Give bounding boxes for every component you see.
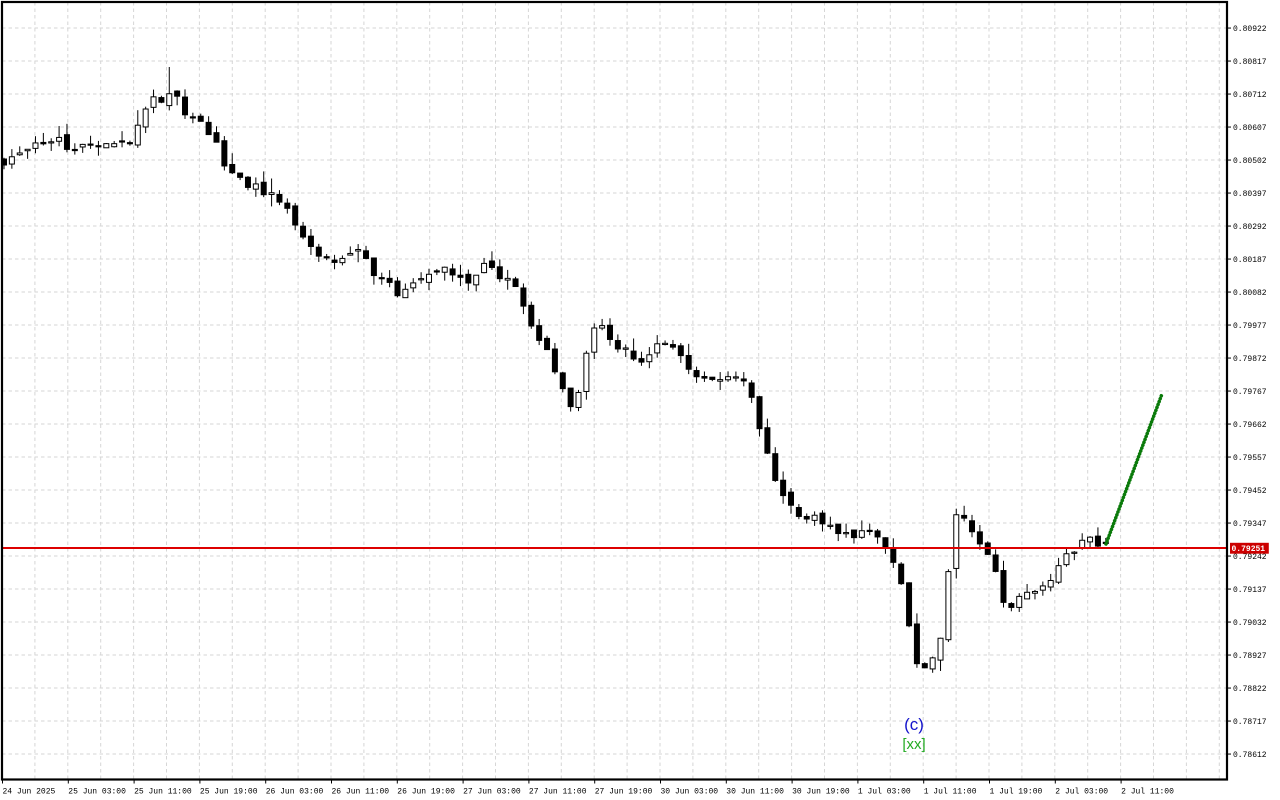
svg-text:27 Jun 03:00: 27 Jun 03:00 bbox=[463, 788, 521, 797]
svg-text:0.79662: 0.79662 bbox=[1233, 421, 1267, 430]
svg-text:0.79767: 0.79767 bbox=[1233, 388, 1267, 397]
svg-text:0.79242: 0.79242 bbox=[1233, 553, 1267, 562]
svg-text:0.78822: 0.78822 bbox=[1233, 685, 1267, 694]
svg-text:30 Jun 03:00: 30 Jun 03:00 bbox=[661, 788, 719, 797]
svg-text:0.79137: 0.79137 bbox=[1233, 586, 1267, 595]
svg-text:0.79872: 0.79872 bbox=[1233, 355, 1267, 364]
svg-text:0.79347: 0.79347 bbox=[1233, 520, 1267, 529]
svg-text:(c): (c) bbox=[904, 715, 924, 734]
svg-text:0.80397: 0.80397 bbox=[1233, 190, 1267, 199]
svg-text:0.80922: 0.80922 bbox=[1233, 25, 1267, 34]
svg-text:1 Jul 11:00: 1 Jul 11:00 bbox=[924, 788, 977, 797]
svg-text:25 Jun 19:00: 25 Jun 19:00 bbox=[200, 788, 258, 797]
svg-text:0.80292: 0.80292 bbox=[1233, 223, 1267, 232]
svg-text:27 Jun 11:00: 27 Jun 11:00 bbox=[529, 788, 587, 797]
svg-text:26 Jun 19:00: 26 Jun 19:00 bbox=[397, 788, 455, 797]
svg-text:0.80712: 0.80712 bbox=[1233, 91, 1267, 100]
svg-text:2 Jul 03:00: 2 Jul 03:00 bbox=[1055, 788, 1108, 797]
svg-text:0.78612: 0.78612 bbox=[1233, 751, 1267, 760]
svg-text:26 Jun 11:00: 26 Jun 11:00 bbox=[332, 788, 390, 797]
svg-text:1 Jul 19:00: 1 Jul 19:00 bbox=[990, 788, 1043, 797]
svg-text:0.80187: 0.80187 bbox=[1233, 256, 1267, 265]
svg-text:0.79032: 0.79032 bbox=[1233, 619, 1267, 628]
svg-text:30 Jun 19:00: 30 Jun 19:00 bbox=[792, 788, 850, 797]
svg-text:0.79557: 0.79557 bbox=[1233, 454, 1267, 463]
svg-text:30 Jun 11:00: 30 Jun 11:00 bbox=[726, 788, 784, 797]
svg-text:24 Jun 2025: 24 Jun 2025 bbox=[3, 788, 56, 797]
svg-text:0.80502: 0.80502 bbox=[1233, 157, 1267, 166]
svg-text:25 Jun 03:00: 25 Jun 03:00 bbox=[68, 788, 126, 797]
svg-text:0.79452: 0.79452 bbox=[1233, 487, 1267, 496]
svg-text:0.78717: 0.78717 bbox=[1233, 718, 1267, 727]
svg-text:27 Jun 19:00: 27 Jun 19:00 bbox=[595, 788, 653, 797]
svg-text:0.79977: 0.79977 bbox=[1233, 322, 1267, 331]
svg-text:[xx]: [xx] bbox=[902, 736, 925, 753]
svg-text:0.79251: 0.79251 bbox=[1232, 545, 1266, 554]
svg-text:26 Jun 03:00: 26 Jun 03:00 bbox=[266, 788, 324, 797]
svg-text:0.80607: 0.80607 bbox=[1233, 124, 1267, 133]
svg-text:25 Jun 11:00: 25 Jun 11:00 bbox=[134, 788, 192, 797]
svg-text:0.78927: 0.78927 bbox=[1233, 652, 1267, 661]
svg-text:0.80082: 0.80082 bbox=[1233, 289, 1267, 298]
svg-text:1 Jul 03:00: 1 Jul 03:00 bbox=[858, 788, 911, 797]
svg-text:0.80817: 0.80817 bbox=[1233, 58, 1267, 67]
svg-text:2 Jul 11:00: 2 Jul 11:00 bbox=[1121, 788, 1174, 797]
